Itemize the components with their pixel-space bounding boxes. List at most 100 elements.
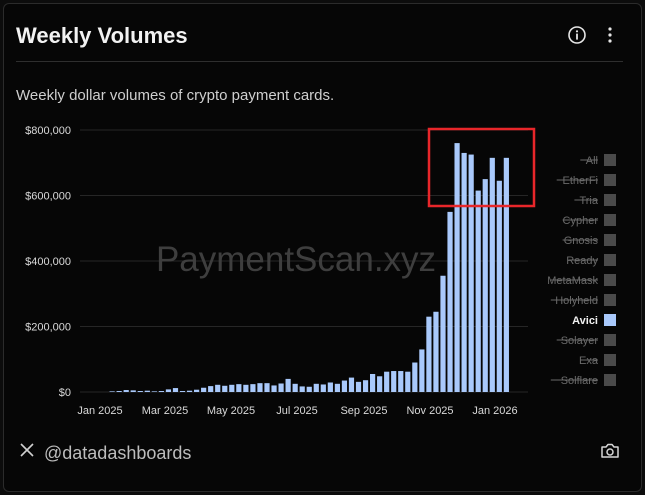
legend-label: Holyheld — [555, 295, 598, 307]
y-tick-label: $200,000 — [25, 322, 71, 334]
bar[interactable] — [362, 380, 369, 392]
x-tick-label: Nov 2025 — [406, 405, 453, 417]
legend-label: Solflare — [561, 375, 598, 387]
bar[interactable] — [334, 383, 340, 392]
bar[interactable] — [320, 384, 326, 392]
bar[interactable] — [130, 390, 136, 392]
bar[interactable] — [405, 371, 411, 392]
bar[interactable] — [208, 386, 214, 392]
x-tick-label: Jan 2025 — [77, 405, 122, 417]
bar[interactable] — [440, 275, 446, 392]
bar[interactable] — [447, 211, 453, 393]
bar[interactable] — [222, 385, 228, 392]
bar[interactable] — [503, 157, 509, 392]
bar[interactable] — [257, 383, 263, 392]
x-axis-ticks: Jan 2025 Mar 2025 May 2025 Jul 2025 Sep 2025… — [77, 405, 517, 417]
legend-label: Tria — [579, 195, 598, 207]
bar[interactable] — [179, 391, 186, 392]
header-divider — [16, 61, 623, 62]
bar[interactable] — [186, 390, 193, 392]
y-tick-label: $400,000 — [25, 256, 71, 268]
legend-item[interactable]: Holyheld — [550, 294, 616, 307]
bar[interactable] — [468, 154, 474, 392]
bar[interactable] — [496, 180, 502, 392]
more-options-icon[interactable] — [600, 25, 620, 45]
info-icon[interactable] — [567, 25, 587, 45]
bar[interactable] — [313, 383, 319, 392]
bar[interactable] — [327, 382, 333, 393]
bar[interactable] — [475, 190, 481, 392]
bar[interactable] — [278, 383, 284, 392]
bar[interactable] — [482, 179, 488, 393]
bar[interactable] — [412, 362, 418, 392]
legend-label: Avici — [572, 315, 598, 327]
footer-handle[interactable]: @datadashboards — [44, 443, 192, 463]
bar[interactable] — [109, 391, 115, 392]
bar[interactable] — [426, 316, 432, 392]
bar[interactable] — [243, 384, 249, 392]
bar[interactable] — [123, 390, 129, 392]
x-tick-label: May 2025 — [207, 405, 255, 417]
bar[interactable] — [264, 383, 270, 392]
legend-item[interactable]: Gnosis — [562, 234, 616, 247]
bar[interactable] — [165, 389, 172, 392]
legend-item[interactable]: Solayer — [556, 334, 616, 347]
legend-swatch — [604, 154, 616, 166]
x-tick-label: Jul 2025 — [276, 405, 318, 417]
bar[interactable] — [377, 376, 383, 392]
bar[interactable] — [370, 373, 376, 392]
legend-item[interactable]: Solflare — [550, 374, 616, 387]
bar[interactable] — [144, 390, 150, 392]
legend-item[interactable]: Avici — [572, 314, 616, 327]
bar[interactable] — [454, 143, 460, 392]
bar[interactable] — [341, 380, 348, 392]
bar[interactable] — [285, 378, 291, 392]
legend-item[interactable]: Cypher — [563, 214, 616, 227]
bar[interactable] — [355, 381, 362, 392]
legend-swatch — [604, 334, 616, 346]
bar[interactable] — [384, 371, 390, 392]
legend-label: MetaMask — [547, 275, 598, 287]
bar[interactable] — [299, 386, 305, 392]
legend-swatch — [604, 314, 616, 326]
camera-icon[interactable] — [599, 441, 621, 461]
bar[interactable] — [489, 157, 495, 392]
legend-item[interactable]: EtherFi — [556, 174, 616, 187]
bar[interactable] — [292, 383, 298, 392]
legend-item[interactable]: Ready — [566, 254, 616, 267]
chart-subtitle: Weekly dollar volumes of crypto payment … — [16, 87, 335, 104]
legend-swatch — [604, 234, 616, 246]
bar[interactable] — [271, 385, 277, 392]
chart-panel — [3, 3, 642, 492]
legend-label: Cypher — [563, 215, 599, 227]
bar[interactable] — [137, 391, 143, 392]
bar[interactable] — [151, 391, 157, 392]
bar[interactable] — [419, 349, 425, 392]
bar[interactable] — [194, 389, 200, 392]
bar[interactable] — [391, 371, 397, 392]
bar[interactable] — [250, 384, 256, 392]
bar[interactable] — [306, 386, 312, 392]
legend-item[interactable]: MetaMask — [547, 274, 616, 287]
bar[interactable] — [215, 384, 221, 392]
bar[interactable] — [236, 384, 242, 392]
legend-label: Exa — [579, 355, 599, 367]
bar[interactable] — [433, 311, 439, 392]
bar[interactable] — [229, 384, 235, 392]
legend-swatch — [604, 374, 616, 386]
bars — [109, 143, 509, 393]
bar[interactable] — [172, 388, 179, 392]
bar[interactable] — [398, 371, 404, 392]
highlight-box — [427, 127, 536, 208]
bar[interactable] — [461, 152, 467, 392]
legend-item[interactable]: All — [580, 154, 616, 167]
bar[interactable] — [348, 377, 355, 392]
legend-swatch — [604, 214, 616, 226]
legend-swatch — [604, 254, 616, 266]
legend-item[interactable]: Tria — [574, 194, 616, 207]
bar[interactable] — [116, 391, 122, 392]
legend-item[interactable]: Exa — [579, 354, 616, 367]
bar[interactable] — [158, 391, 164, 392]
bar[interactable] — [201, 387, 207, 392]
